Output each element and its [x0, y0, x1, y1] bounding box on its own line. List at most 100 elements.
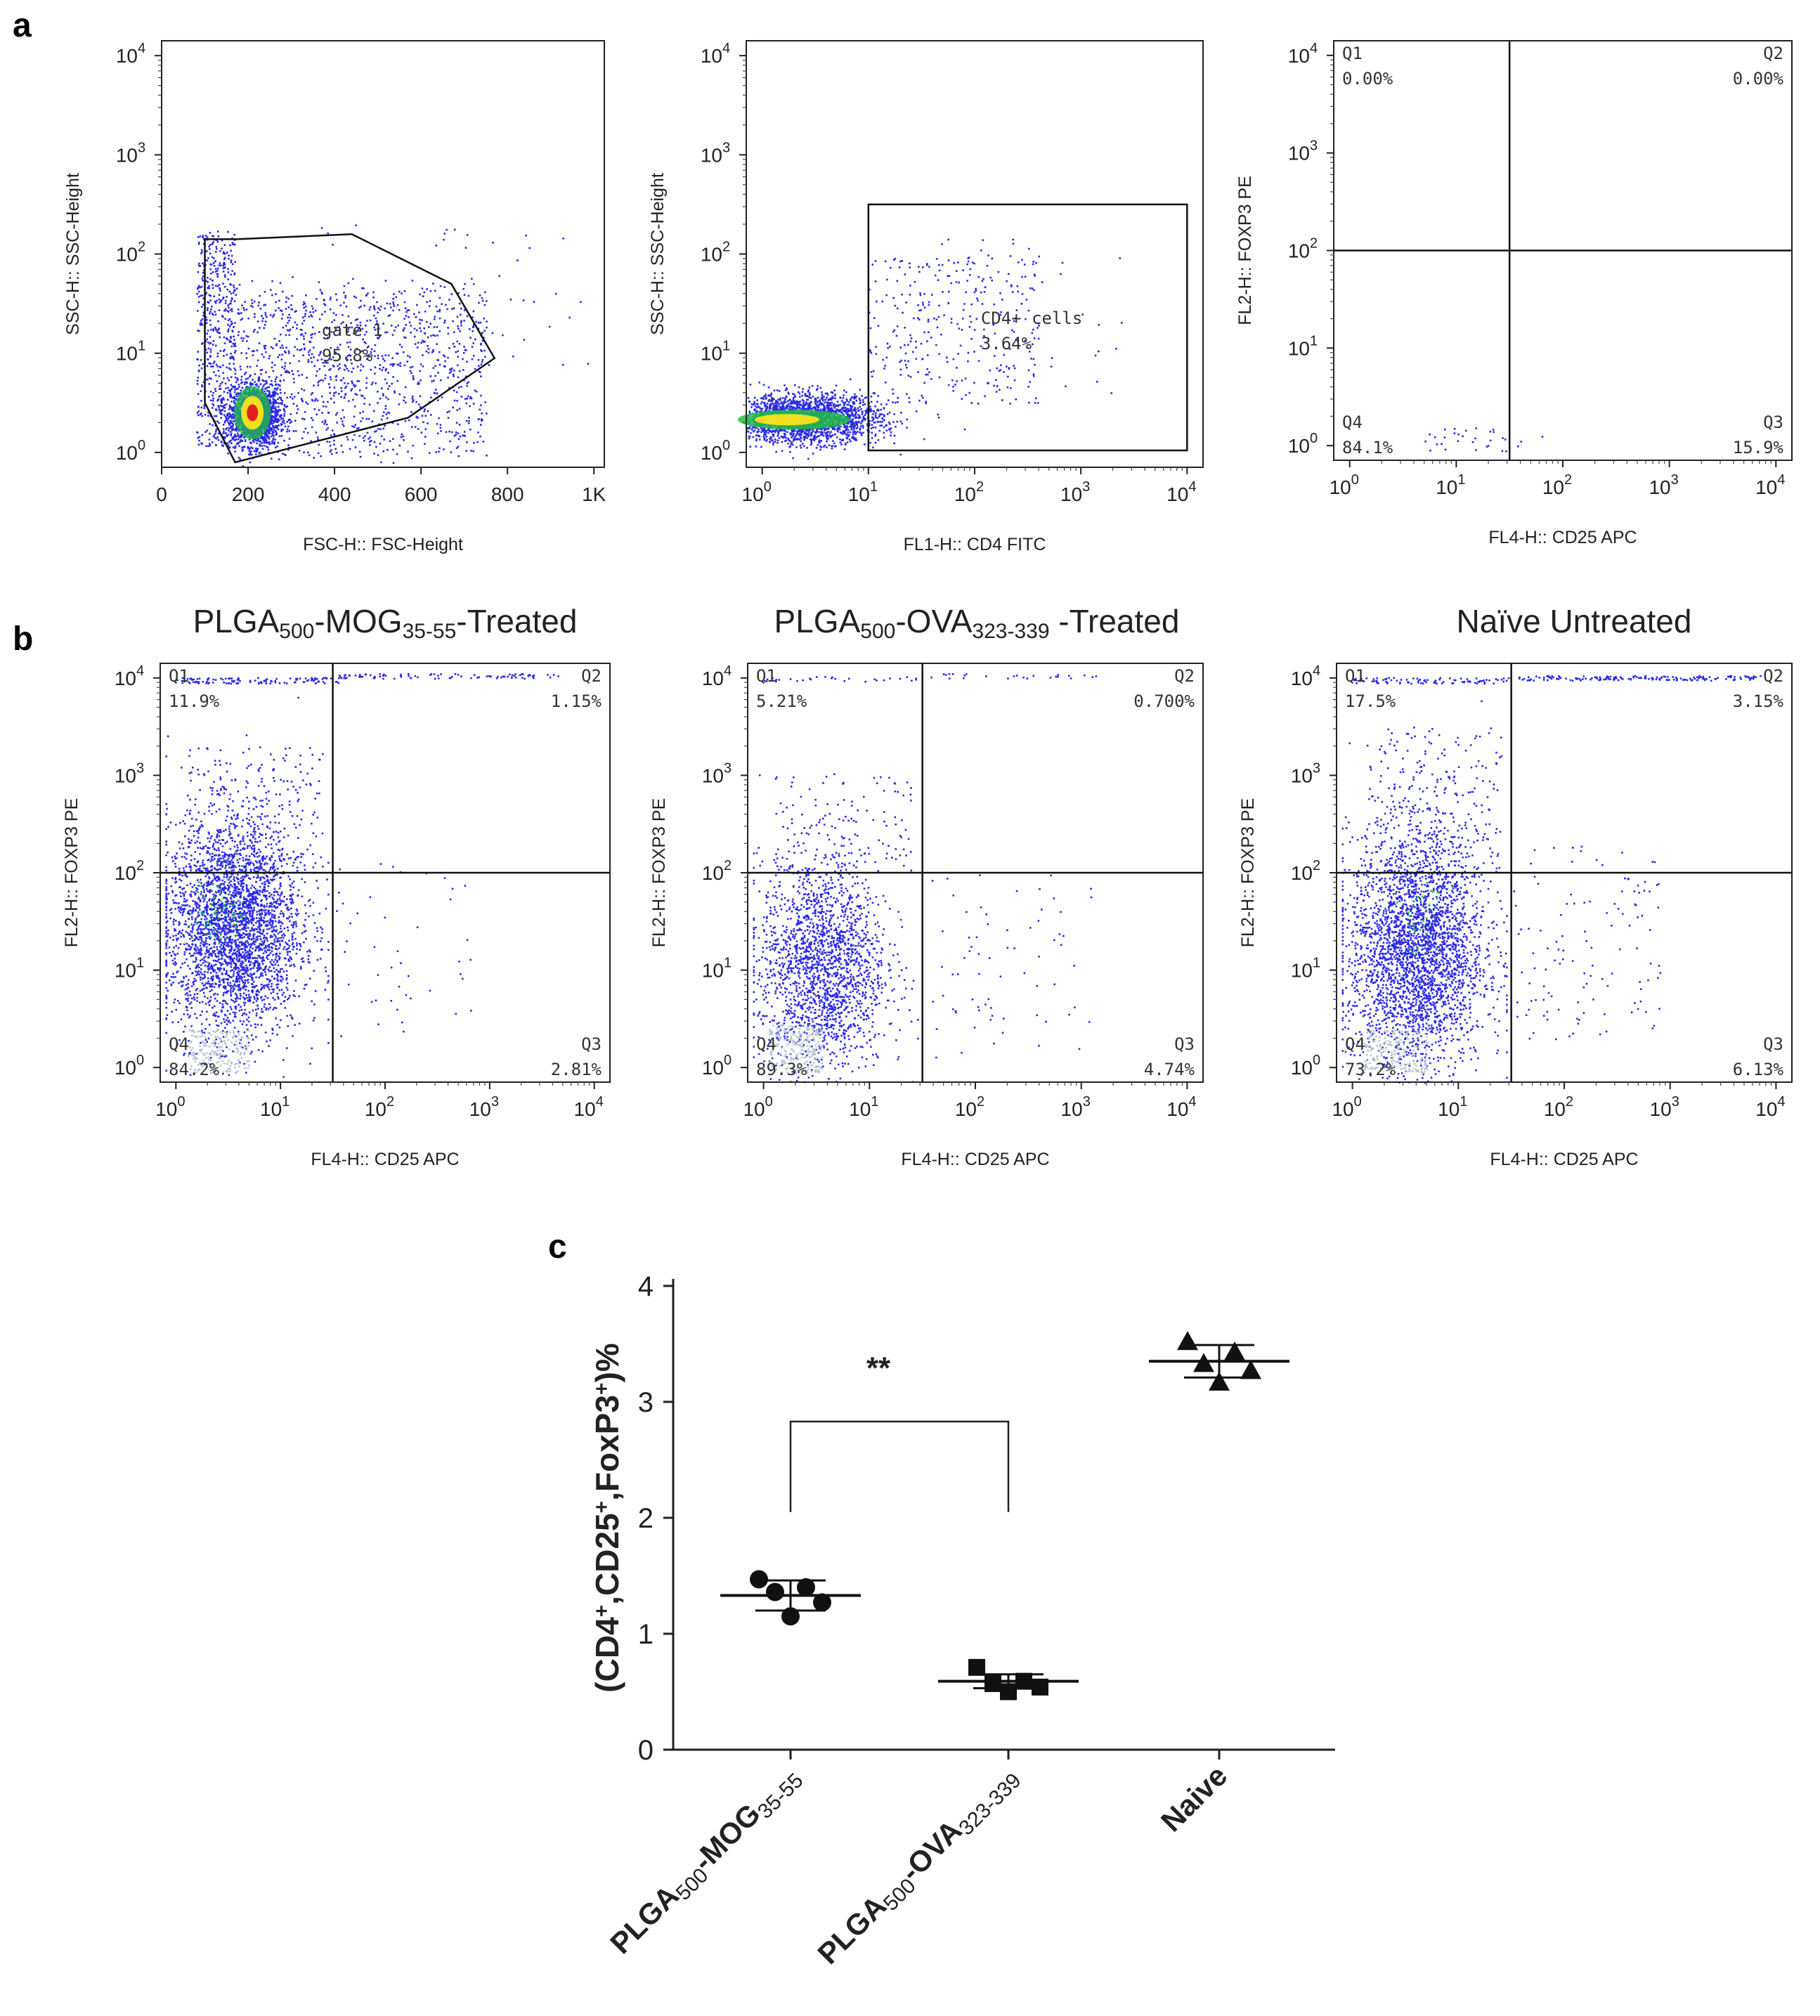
event-dot — [347, 282, 350, 285]
event-dot — [270, 418, 272, 420]
event-dot — [466, 382, 469, 384]
event-dot — [216, 380, 218, 382]
event-dot — [329, 376, 332, 378]
event-dot — [363, 403, 365, 405]
event-dot — [358, 389, 361, 391]
event-dot — [262, 436, 264, 438]
event-dot — [277, 356, 279, 358]
event-dot — [878, 429, 881, 432]
event-dot — [398, 344, 401, 346]
event-dot — [221, 239, 223, 242]
event-dot — [427, 326, 430, 328]
event-dot — [809, 438, 812, 441]
event-dot — [324, 374, 327, 377]
event-dot — [273, 431, 275, 434]
event-dot — [311, 333, 314, 335]
event-dot — [411, 426, 413, 429]
event-dot — [200, 390, 202, 392]
event-dot — [248, 450, 251, 453]
event-dot — [313, 408, 316, 410]
event-dot — [415, 316, 417, 318]
event-dot — [837, 430, 839, 433]
event-dot — [261, 385, 264, 388]
event-dot — [303, 306, 305, 309]
event-dot — [199, 413, 202, 416]
event-dot — [213, 434, 216, 436]
event-dot — [462, 287, 464, 290]
event-dot — [204, 413, 207, 416]
event-dot — [453, 370, 455, 372]
event-dot — [265, 440, 267, 442]
event-dot — [382, 450, 384, 453]
event-dot — [369, 319, 372, 322]
event-dot — [344, 294, 347, 297]
event-dot — [227, 412, 230, 415]
event-dot — [281, 402, 283, 404]
event-dot — [280, 398, 282, 401]
event-dot — [331, 321, 333, 323]
event-dot — [206, 429, 209, 432]
event-dot — [245, 357, 248, 359]
event-dot — [259, 441, 262, 443]
event-dot — [326, 441, 328, 443]
event-dot — [806, 398, 808, 401]
event-dot — [453, 434, 456, 437]
event-dot — [403, 399, 405, 402]
event-dot — [403, 318, 405, 320]
event-dot — [268, 420, 271, 422]
event-dot — [210, 264, 213, 266]
event-dot — [316, 399, 319, 402]
event-dot — [233, 363, 235, 365]
event-dot — [232, 292, 235, 294]
event-dot — [456, 364, 459, 367]
event-dot — [366, 320, 368, 322]
event-dot — [346, 331, 349, 334]
event-dot — [242, 306, 245, 309]
event-dot — [410, 372, 412, 375]
event-dot — [447, 417, 450, 420]
event-dot — [772, 443, 774, 446]
event-dot — [197, 414, 200, 417]
event-dot — [276, 425, 278, 427]
event-dot — [269, 427, 271, 429]
event-dot — [421, 319, 423, 322]
event-dot — [900, 411, 902, 414]
event-dot — [310, 440, 312, 443]
event-dot — [288, 320, 290, 322]
event-dot — [203, 404, 205, 406]
event-dot — [368, 354, 370, 356]
x-axis-ticks: 0 200 400 600 800 1K — [156, 467, 606, 505]
event-dot — [393, 305, 396, 307]
event-dot — [871, 431, 873, 434]
event-dot — [781, 397, 784, 399]
event-dot — [197, 405, 200, 408]
event-dot — [793, 406, 795, 409]
event-dot — [852, 431, 854, 434]
event-dot — [224, 302, 227, 304]
event-dot — [342, 409, 344, 412]
event-dot — [230, 320, 233, 323]
event-dot — [394, 330, 396, 332]
event-dot — [284, 454, 287, 456]
event-dot — [436, 432, 439, 435]
event-dot — [413, 335, 416, 338]
x-tick-label: 400 — [318, 483, 351, 505]
event-dot — [438, 447, 441, 450]
event-dot — [748, 437, 750, 440]
event-dot — [259, 445, 261, 447]
event-dot — [291, 294, 294, 297]
event-dot — [780, 401, 783, 403]
event-dot — [233, 243, 236, 246]
event-dot — [760, 427, 762, 429]
event-dot — [275, 409, 278, 412]
event-dot — [266, 382, 268, 384]
event-dot — [839, 396, 841, 398]
event-dot — [197, 393, 200, 396]
event-dot — [223, 266, 226, 268]
event-dot — [223, 251, 225, 253]
event-dot — [292, 276, 294, 278]
event-dot — [755, 434, 758, 437]
event-dot — [810, 408, 812, 410]
event-dot — [458, 342, 461, 345]
event-dot — [226, 353, 228, 356]
